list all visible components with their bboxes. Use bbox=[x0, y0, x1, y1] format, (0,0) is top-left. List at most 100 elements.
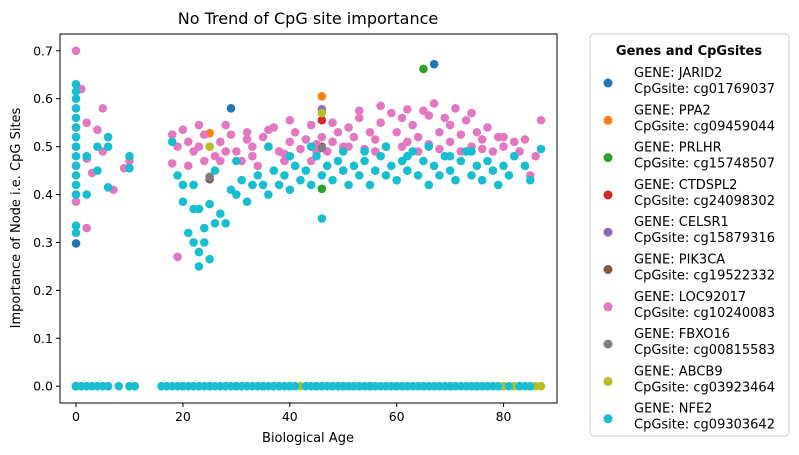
scatter-point bbox=[285, 115, 295, 125]
scatter-point bbox=[232, 156, 241, 166]
scatter-point bbox=[71, 180, 81, 190]
scatter-point bbox=[520, 161, 530, 171]
x-axis: 0 20 40 60 80 bbox=[72, 403, 512, 424]
scatter-point bbox=[488, 166, 498, 175]
scatter-point bbox=[429, 59, 439, 69]
scatter-point bbox=[317, 115, 327, 125]
legend-cpg-label: CpGsite: cg09459044 bbox=[634, 119, 775, 134]
scatter-point bbox=[71, 197, 81, 207]
scatter-point bbox=[216, 209, 225, 219]
scatter-point bbox=[71, 87, 81, 96]
scatter-point bbox=[328, 175, 337, 185]
scatter-point bbox=[424, 111, 434, 120]
scatter-point bbox=[71, 239, 81, 248]
scatter-point bbox=[290, 161, 300, 171]
y-tick-label: 0.5 bbox=[33, 139, 53, 154]
scatter-point bbox=[82, 118, 92, 127]
y-axis-label: Importance of Node i.e. CpG Sites bbox=[9, 107, 24, 328]
scatter-point bbox=[472, 127, 482, 137]
scatter-point bbox=[290, 381, 300, 391]
scatter-point bbox=[467, 108, 476, 118]
scatter-point bbox=[82, 190, 92, 199]
scatter-point bbox=[317, 132, 327, 142]
scatter-point bbox=[173, 171, 182, 180]
scatter-point bbox=[419, 64, 428, 74]
legend-title: Genes and CpGsites bbox=[616, 44, 762, 59]
scatter-point bbox=[248, 180, 257, 190]
scatter-point bbox=[488, 147, 498, 156]
scatter-point bbox=[376, 101, 385, 111]
scatter-point bbox=[338, 166, 348, 175]
scatter-point bbox=[445, 120, 455, 130]
scatter-point bbox=[248, 151, 257, 161]
legend-marker bbox=[603, 227, 613, 237]
scatter-point bbox=[371, 166, 380, 175]
x-tick-label: 80 bbox=[496, 409, 512, 424]
legend-gene-label: GENE: CTDSPL2 bbox=[634, 178, 737, 193]
x-tick-label: 40 bbox=[282, 409, 298, 424]
scatter-point bbox=[183, 137, 193, 147]
scatter-point bbox=[199, 238, 209, 247]
scatter-point bbox=[322, 161, 332, 171]
scatter-point bbox=[306, 180, 316, 190]
scatter-point bbox=[173, 252, 182, 262]
scatter-point bbox=[445, 151, 455, 161]
scatter-point bbox=[477, 135, 487, 144]
scatter-point bbox=[248, 142, 257, 151]
scatter-point bbox=[210, 166, 220, 175]
scatter-point bbox=[199, 156, 209, 166]
legend-gene-label: GENE: PIK3CA bbox=[634, 253, 725, 268]
scatter-point bbox=[103, 381, 113, 391]
legend-gene-label: GENE: PPA2 bbox=[634, 103, 711, 118]
scatter-point bbox=[216, 156, 225, 166]
legend-cpg-label: CpGsite: cg10240083 bbox=[634, 306, 775, 321]
legend-cpg-label: CpGsite: cg09303642 bbox=[634, 418, 775, 433]
scatter-point bbox=[71, 142, 81, 151]
scatter-point bbox=[274, 180, 284, 190]
scatter-point bbox=[424, 142, 434, 151]
scatter-point bbox=[205, 142, 214, 151]
scatter-point bbox=[258, 180, 268, 190]
scatter-point bbox=[520, 135, 530, 144]
scatter-point bbox=[71, 113, 81, 123]
legend-cpg-label: CpGsite: cg00815583 bbox=[634, 343, 775, 358]
y-tick-label: 0.4 bbox=[33, 187, 53, 202]
scatter-point bbox=[429, 99, 439, 108]
x-axis-label: Biological Age bbox=[262, 431, 354, 446]
legend-marker bbox=[603, 265, 613, 274]
scatter-point bbox=[435, 144, 444, 154]
scatter-point bbox=[312, 151, 321, 161]
scatter-point bbox=[509, 151, 519, 161]
scatter-point bbox=[499, 142, 508, 151]
scatter-point bbox=[285, 185, 295, 195]
scatter-point bbox=[189, 238, 198, 247]
scatter-point bbox=[71, 94, 81, 103]
legend-cpg-label: CpGsite: cg03923464 bbox=[634, 380, 775, 395]
scatter-point bbox=[71, 171, 81, 180]
legend-marker bbox=[603, 376, 613, 386]
y-tick-label: 0.7 bbox=[33, 43, 53, 58]
series-2 bbox=[71, 64, 455, 391]
y-tick-label: 0.1 bbox=[33, 331, 53, 346]
legend-cpg-label: CpGsite: cg15748507 bbox=[634, 157, 775, 172]
scatter-point bbox=[199, 223, 209, 233]
scatter-point bbox=[71, 123, 81, 132]
series-9 bbox=[71, 80, 546, 391]
legend-gene-label: GENE: PRLHR bbox=[634, 141, 722, 156]
x-tick-label: 60 bbox=[389, 409, 405, 424]
scatter-point bbox=[103, 132, 113, 142]
legend-gene-label: GENE: NFE2 bbox=[634, 402, 712, 417]
scatter-point bbox=[242, 197, 252, 207]
scatter-point bbox=[371, 135, 380, 144]
scatter-point bbox=[71, 80, 81, 89]
scatter-point bbox=[98, 103, 108, 113]
scatter-point bbox=[71, 221, 81, 230]
scatter-point bbox=[264, 190, 273, 199]
